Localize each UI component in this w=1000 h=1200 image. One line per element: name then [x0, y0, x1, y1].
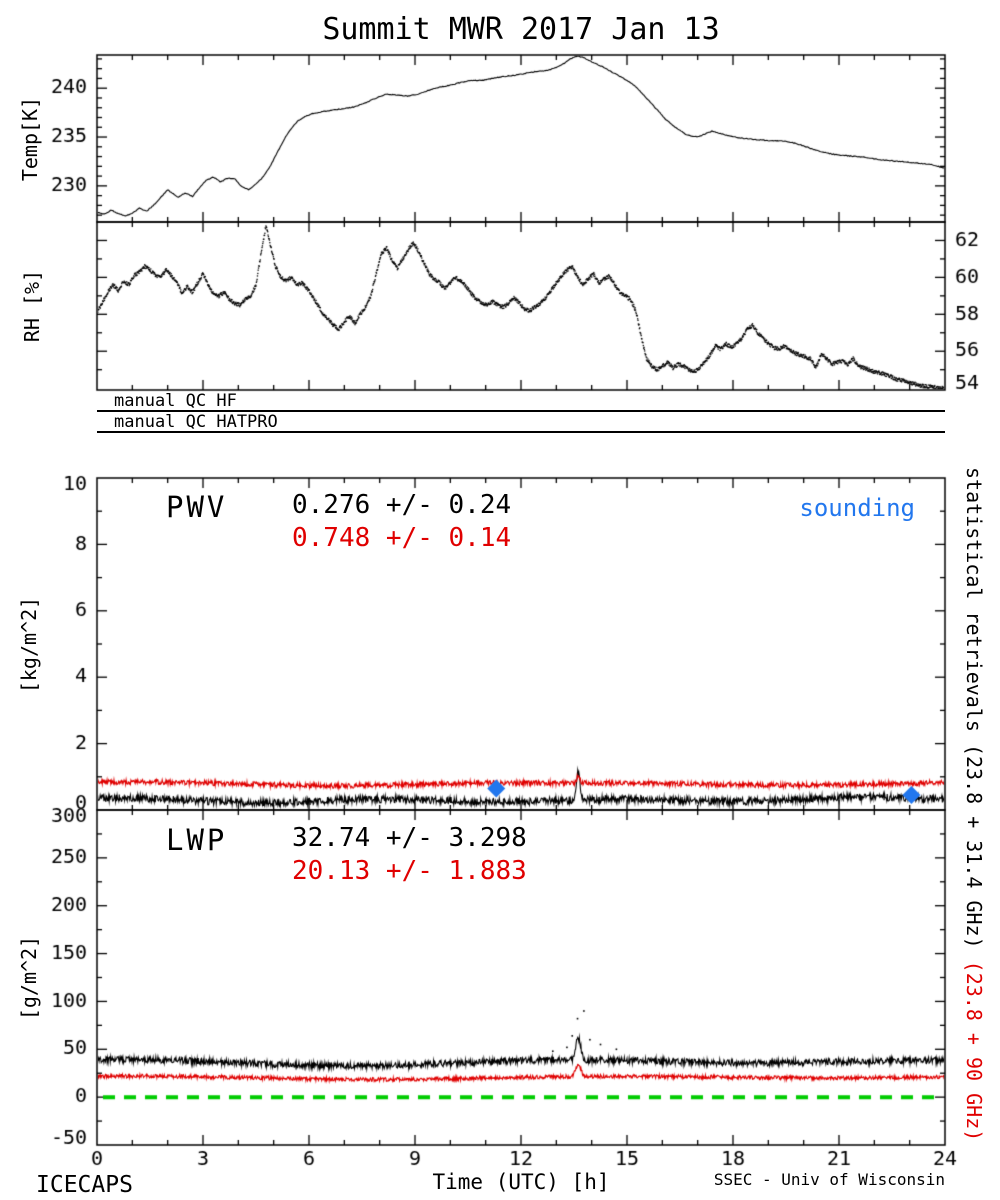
right-axis-label-retrievals: statistical retrievals (23.8 + 31.4 GHz) — [962, 467, 986, 949]
qc-flag-hatpro: manual QC HATPRO — [97, 411, 945, 433]
temp-axis-label: Temp[K] — [18, 96, 42, 182]
lwp-panel-label: LWP — [166, 823, 228, 857]
qc-flag-hatpro-label: manual QC HATPRO — [114, 412, 278, 432]
chart-title: Summit MWR 2017 Jan 13 — [322, 12, 720, 47]
right-axis-label: statistical retrievals (23.8 + 31.4 GHz)… — [962, 467, 986, 1142]
qc-flag-hf-label: manual QC HF — [114, 391, 237, 411]
pwv-stat-red: 0.748 +/- 0.14 — [292, 523, 512, 553]
pwv-panel-label: PWV — [166, 490, 228, 524]
lwp-axis-label: [g/m^2] — [17, 935, 41, 1021]
qc-flag-hf: manual QC HF — [97, 390, 945, 412]
footer-project-label: ICECAPS — [36, 1172, 133, 1198]
lwp-stat-black: 32.74 +/- 3.298 — [292, 823, 527, 853]
rh-axis-label: RH [%] — [20, 269, 44, 343]
x-axis-label: Time (UTC) [h] — [432, 1170, 610, 1194]
pwv-axis-label: [kg/m^2] — [17, 596, 41, 694]
lwp-stat-red: 20.13 +/- 1.883 — [292, 856, 527, 886]
right-axis-label-90ghz: (23.8 + 90 GHz) — [962, 948, 986, 1142]
footer-credit-label: SSEC - Univ of Wisconsin — [713, 1170, 945, 1189]
sounding-legend: sounding — [799, 494, 915, 522]
pwv-stat-black: 0.276 +/- 0.24 — [292, 490, 512, 520]
